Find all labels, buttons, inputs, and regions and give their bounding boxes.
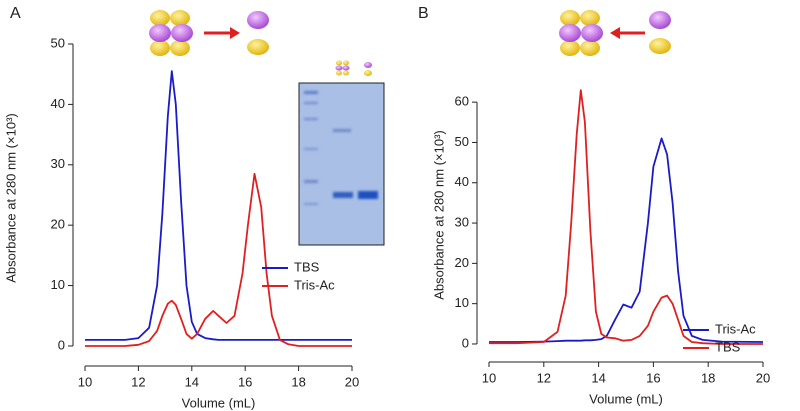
gel-inset bbox=[298, 60, 385, 246]
x-axis-label: Volume (mL) bbox=[589, 391, 663, 406]
legend-label: Tris-Ac bbox=[294, 277, 335, 292]
y-axis-label: Absorbance at 280 nm (×10³) bbox=[3, 113, 18, 282]
x-axis-label: Volume (mL) bbox=[182, 395, 256, 410]
series-line bbox=[85, 172, 352, 347]
series-line bbox=[489, 137, 764, 343]
x-tick-label: 12 bbox=[537, 370, 551, 385]
panel-label: B bbox=[418, 5, 429, 22]
y-tick-label: 50 bbox=[455, 134, 469, 149]
x-tick-label: 18 bbox=[701, 370, 715, 385]
panel-label: A bbox=[10, 5, 21, 22]
y-tick-label: 20 bbox=[455, 255, 469, 270]
series-line bbox=[489, 89, 763, 345]
legend-label: TBS bbox=[294, 259, 320, 274]
schematic-b bbox=[559, 10, 671, 56]
x-tick-label: 10 bbox=[482, 370, 496, 385]
y-tick-label: 10 bbox=[455, 295, 469, 310]
y-tick-label: 30 bbox=[455, 214, 469, 229]
x-tick-label: 10 bbox=[78, 374, 92, 389]
y-tick-label: 40 bbox=[51, 96, 65, 111]
y-tick-label: 60 bbox=[455, 94, 469, 109]
x-tick-label: 20 bbox=[345, 374, 359, 389]
x-tick-label: 14 bbox=[591, 370, 605, 385]
y-tick-label: 50 bbox=[51, 35, 65, 50]
y-tick-label: 40 bbox=[455, 174, 469, 189]
schematic-a bbox=[149, 10, 269, 56]
y-tick-label: 20 bbox=[51, 217, 65, 232]
x-tick-label: 16 bbox=[646, 370, 660, 385]
y-tick-label: 0 bbox=[462, 335, 469, 350]
series-line bbox=[85, 70, 352, 341]
x-tick-label: 12 bbox=[131, 374, 145, 389]
y-tick-label: 10 bbox=[51, 277, 65, 292]
y-tick-label: 30 bbox=[51, 156, 65, 171]
x-tick-label: 16 bbox=[238, 374, 252, 389]
y-axis-label: Absorbance at 280 nm (×10³) bbox=[431, 130, 446, 299]
y-tick-label: 0 bbox=[58, 337, 65, 352]
x-tick-label: 14 bbox=[185, 374, 199, 389]
legend-label: TBS bbox=[715, 339, 741, 354]
legend-label: Tris-Ac bbox=[715, 321, 756, 336]
x-tick-label: 18 bbox=[291, 374, 305, 389]
x-tick-label: 20 bbox=[756, 370, 770, 385]
